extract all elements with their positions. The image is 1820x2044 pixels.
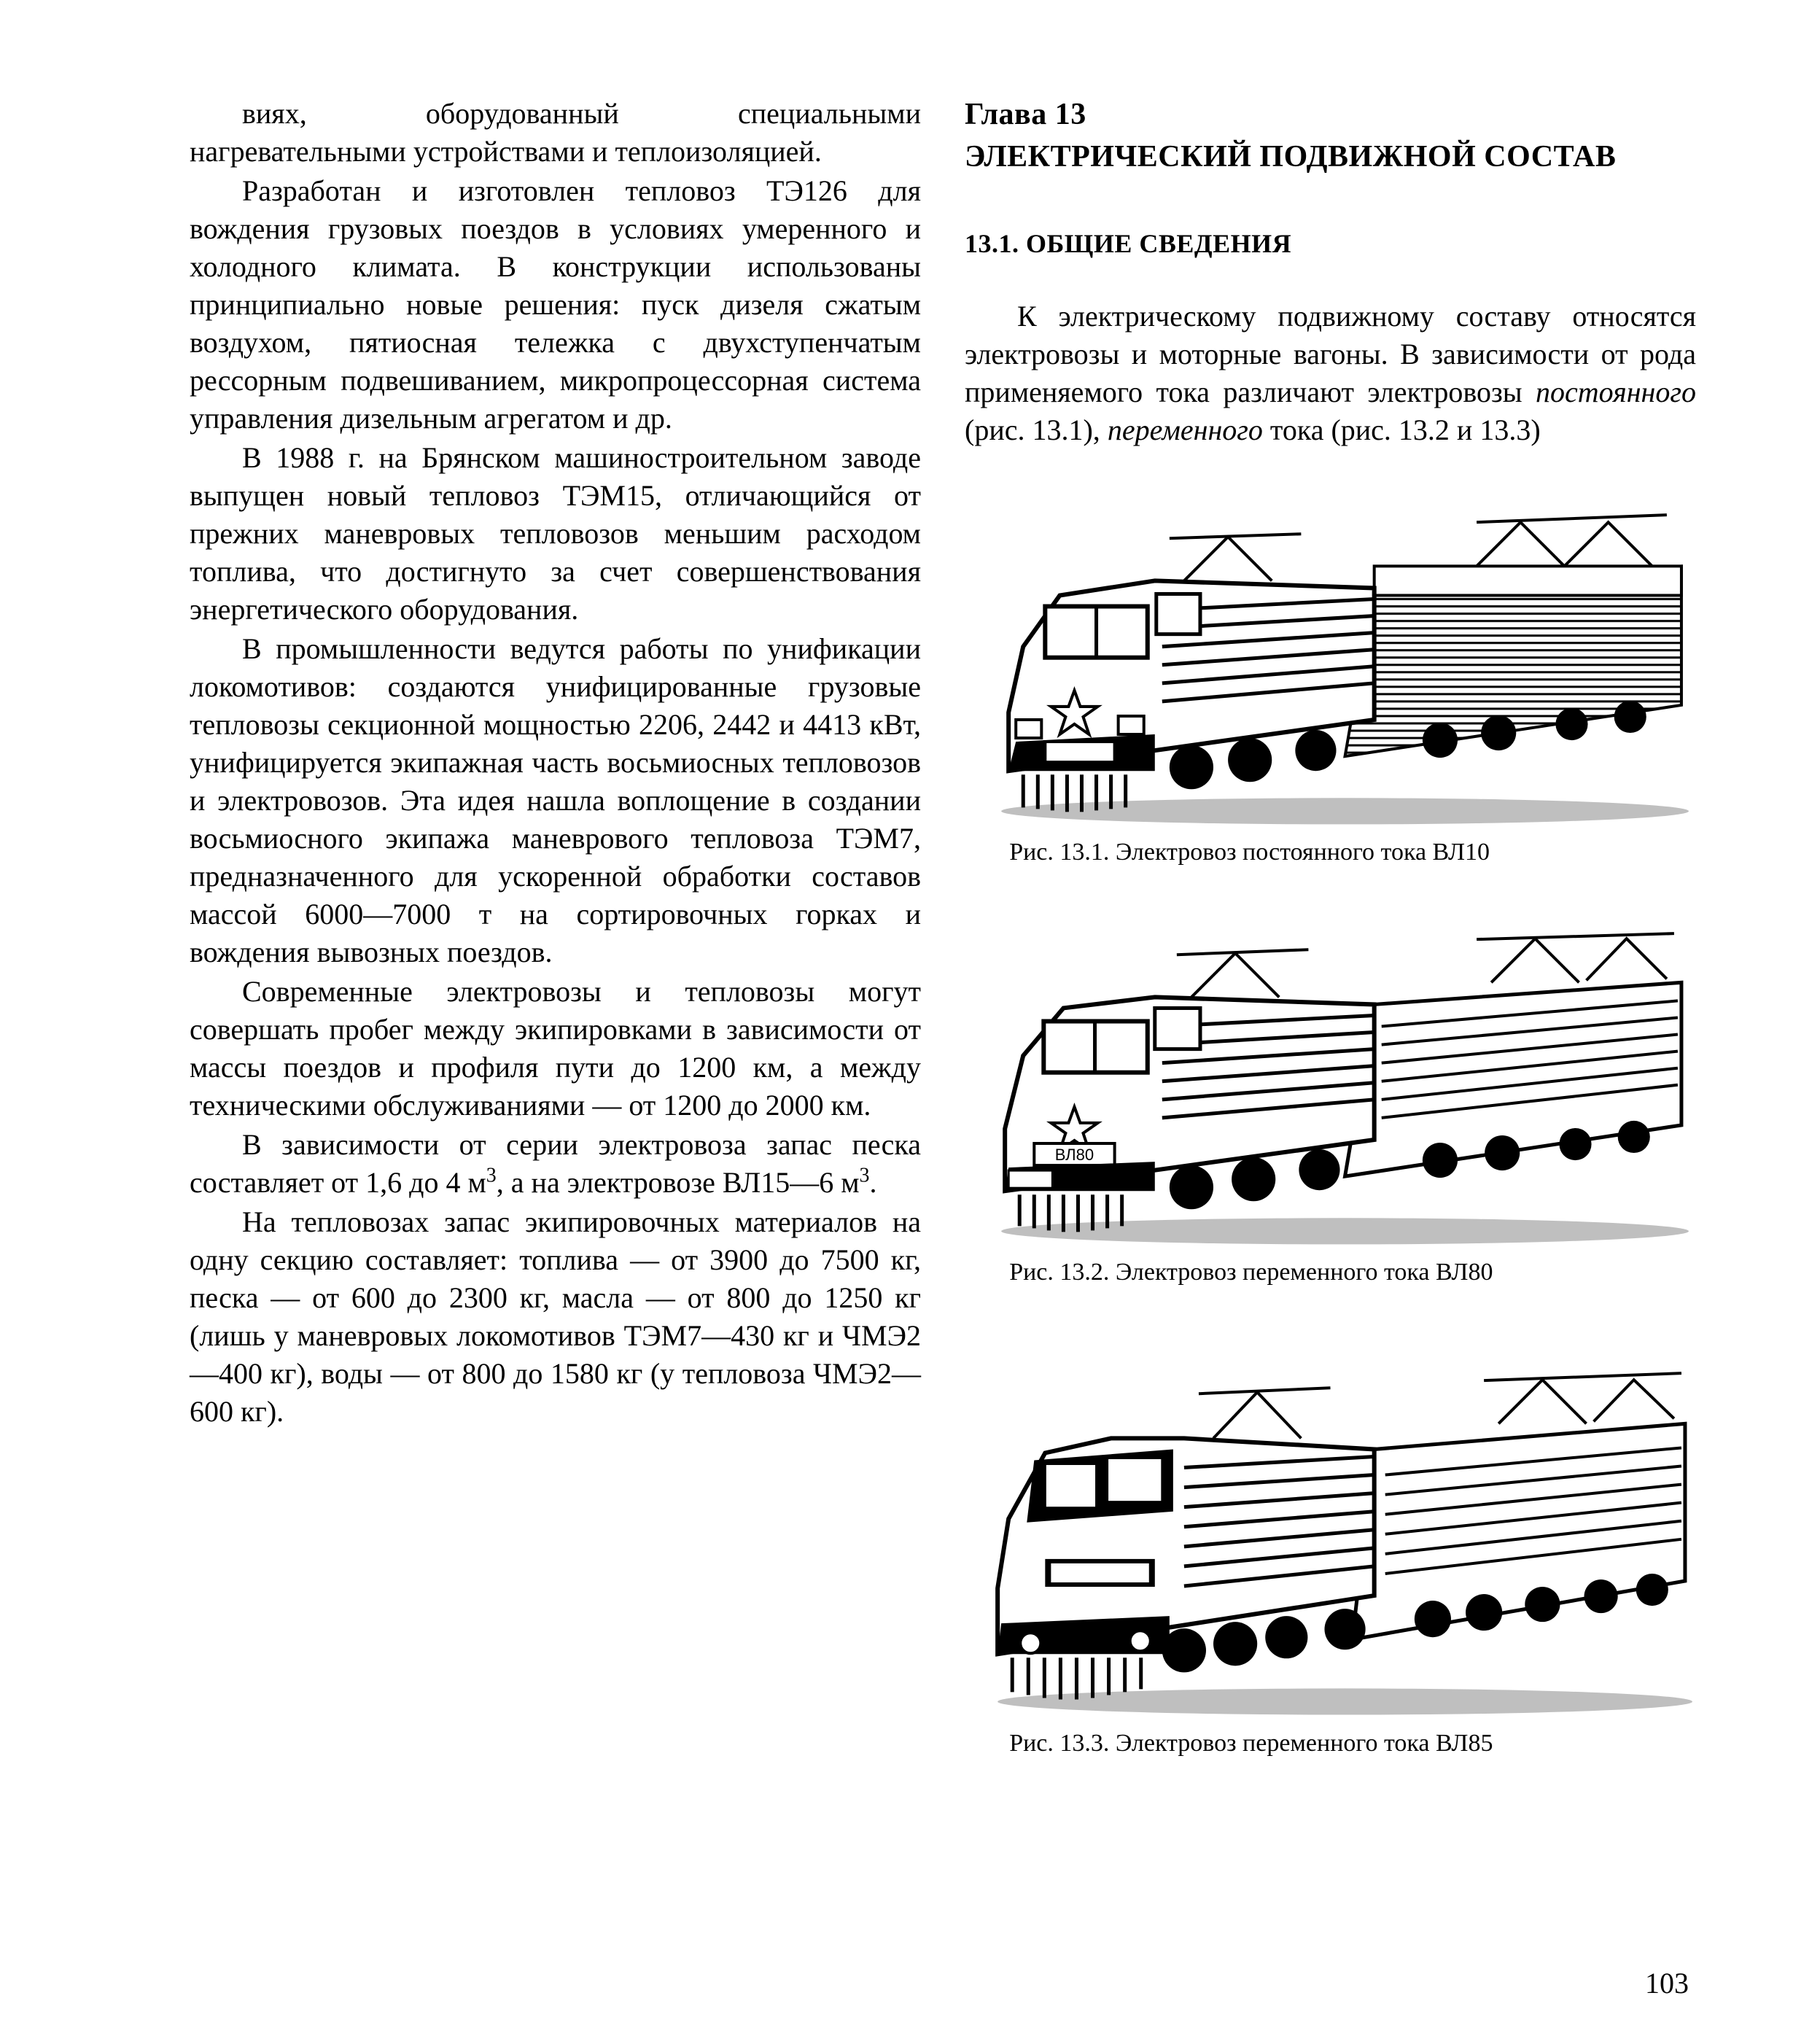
two-column-layout: виях, оборудованный специальными нагрева… bbox=[190, 95, 1696, 1932]
locomotive-vl10-icon bbox=[965, 478, 1696, 829]
section-title: 13.1. ОБЩИЕ СВЕДЕНИЯ bbox=[965, 227, 1696, 261]
figure-13-3 bbox=[965, 1340, 1696, 1720]
figure-13-2: ВЛ80 bbox=[965, 898, 1696, 1249]
figure-13-1 bbox=[965, 478, 1696, 829]
right-column: Глава 13 ЭЛЕКТРИЧЕСКИЙ ПОДВИЖНОЙ СОСТАВ … bbox=[965, 95, 1696, 1932]
locomotive-vl85-icon bbox=[965, 1340, 1696, 1720]
figure-caption: Рис. 13.3. Электровоз переменного тока В… bbox=[965, 1728, 1696, 1760]
paragraph: В 1988 г. на Брянском машиностроительном… bbox=[190, 439, 921, 629]
left-column: виях, оборудованный специальными нагрева… bbox=[190, 95, 921, 1932]
paragraph: Разработан и изготовлен тепловоз ТЭ126 д… bbox=[190, 172, 921, 438]
paragraph: Современные электровозы и тепловозы могу… bbox=[190, 973, 921, 1124]
chapter-label: Глава 13 bbox=[965, 95, 1696, 135]
paragraph: В зависимости от серии электровоза запас… bbox=[190, 1126, 921, 1202]
page-number: 103 bbox=[1645, 1966, 1689, 2000]
figure-caption: Рис. 13.1. Электровоз постоянного тока В… bbox=[965, 836, 1696, 868]
svg-text:ВЛ80: ВЛ80 bbox=[1055, 1146, 1094, 1164]
intro-paragraph: К электрическому подвижному составу отно… bbox=[965, 298, 1696, 449]
chapter-title: ЭЛЕКТРИЧЕСКИЙ ПОДВИЖНОЙ СОСТАВ bbox=[965, 138, 1696, 176]
paragraph: На тепловозах запас экипировочных матери… bbox=[190, 1203, 921, 1431]
figure-caption: Рис. 13.2. Электровоз переменного тока В… bbox=[965, 1256, 1696, 1289]
paragraph: виях, оборудованный специальными нагрева… bbox=[190, 95, 921, 171]
page: виях, оборудованный специальными нагрева… bbox=[0, 0, 1820, 2044]
locomotive-vl80-icon: ВЛ80 bbox=[965, 898, 1696, 1249]
paragraph: В промышленности ведутся работы по унифи… bbox=[190, 630, 921, 971]
